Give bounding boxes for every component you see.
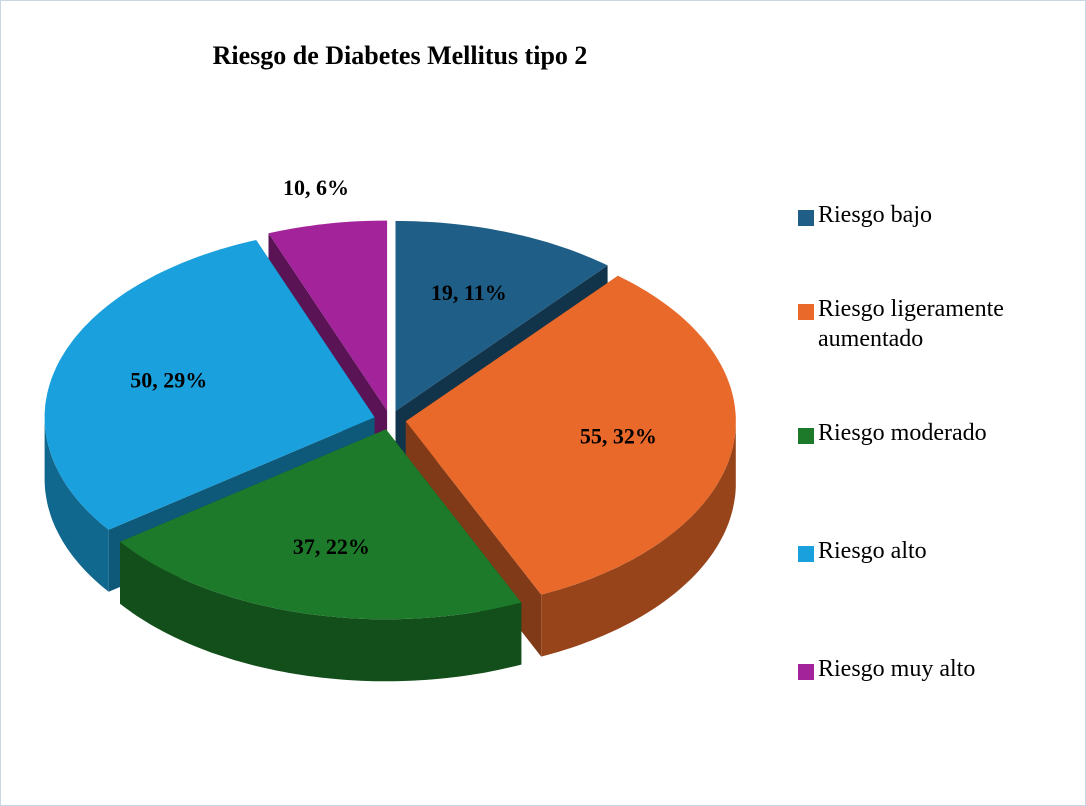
legend-item: Riesgo muy alto xyxy=(798,654,1038,684)
legend: Riesgo bajo Riesgo ligeramente aumentado R… xyxy=(798,200,1038,684)
legend-item: Riesgo moderado xyxy=(798,418,1038,448)
slice xyxy=(268,220,388,411)
slice xyxy=(395,221,608,411)
slice xyxy=(405,275,736,595)
slice xyxy=(44,240,375,530)
data-label: 37, 22% xyxy=(293,534,370,559)
data-label: 19, 11% xyxy=(431,280,507,305)
legend-swatch xyxy=(798,664,814,680)
slice xyxy=(120,429,522,682)
legend-label: Riesgo moderado xyxy=(818,420,987,446)
data-label: 50, 29% xyxy=(130,368,207,393)
legend-item: Riesgo ligeramente aumentado xyxy=(798,294,1038,354)
legend-label: Riesgo ligeramente aumentado xyxy=(818,296,1004,352)
legend-label: Riesgo bajo xyxy=(818,202,932,228)
legend-label: Riesgo alto xyxy=(818,538,927,564)
slice-side xyxy=(44,417,109,592)
legend-swatch xyxy=(798,428,814,444)
data-label: 55, 32% xyxy=(580,423,657,448)
legend-label: Riesgo muy alto xyxy=(818,656,976,682)
chart-title: Riesgo de Diabetes Mellitus tipo 2 xyxy=(213,41,588,70)
legend-swatch xyxy=(798,304,814,320)
legend-item: Riesgo bajo xyxy=(798,200,1038,230)
legend-swatch xyxy=(798,210,814,226)
legend-item: Riesgo alto xyxy=(798,536,1038,566)
slice-side xyxy=(541,421,736,657)
slice xyxy=(120,429,522,620)
data-label: 10, 6% xyxy=(283,175,349,200)
legend-swatch xyxy=(798,546,814,562)
slice-side xyxy=(120,541,522,682)
